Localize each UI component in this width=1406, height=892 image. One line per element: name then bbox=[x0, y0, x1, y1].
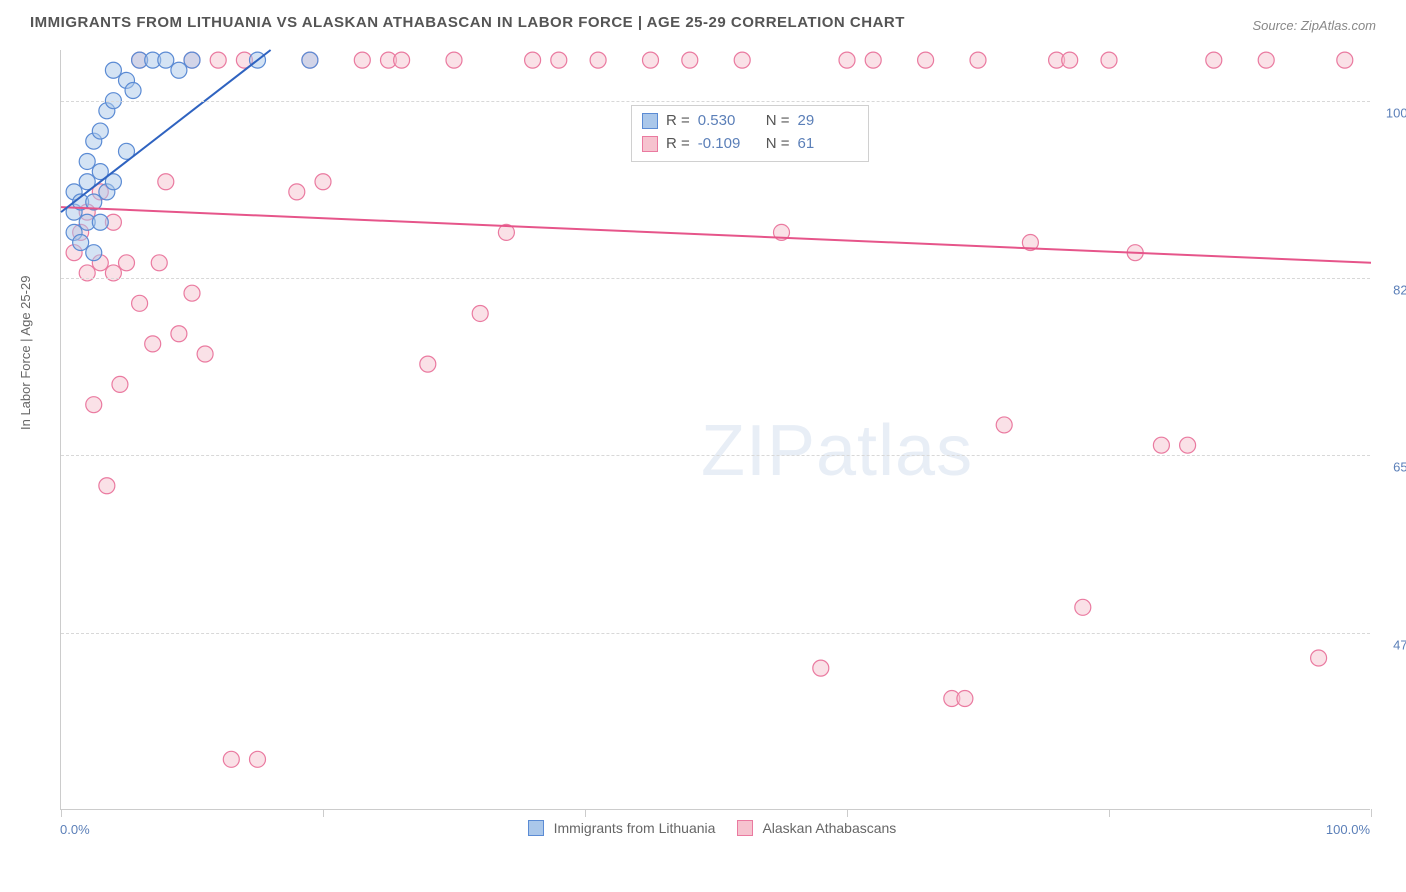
trend-line bbox=[61, 207, 1371, 263]
x-tick bbox=[1371, 809, 1372, 817]
chart-title: IMMIGRANTS FROM LITHUANIA VS ALASKAN ATH… bbox=[30, 14, 905, 31]
legend-n-value-blue: 29 bbox=[798, 110, 858, 133]
data-point bbox=[918, 52, 934, 68]
y-tick-label: 100.0% bbox=[1386, 105, 1406, 120]
data-point bbox=[1206, 52, 1222, 68]
legend-r-label: R = bbox=[666, 133, 690, 156]
data-point bbox=[119, 255, 135, 271]
x-tick bbox=[1109, 809, 1110, 817]
data-point bbox=[354, 52, 370, 68]
data-point bbox=[865, 52, 881, 68]
data-point bbox=[643, 52, 659, 68]
data-point bbox=[197, 346, 213, 362]
data-point bbox=[112, 376, 128, 392]
gridline bbox=[61, 101, 1370, 102]
legend-swatch-pink bbox=[642, 136, 658, 152]
data-point bbox=[734, 52, 750, 68]
data-point bbox=[1101, 52, 1117, 68]
data-point bbox=[996, 417, 1012, 433]
data-point bbox=[105, 62, 121, 78]
data-point bbox=[184, 285, 200, 301]
data-point bbox=[125, 83, 141, 99]
legend-n-value-pink: 61 bbox=[798, 133, 858, 156]
y-tick-label: 47.5% bbox=[1393, 637, 1406, 652]
data-point bbox=[394, 52, 410, 68]
watermark: ZIPatlas bbox=[701, 410, 973, 492]
legend-swatch-blue bbox=[642, 113, 658, 129]
legend-row-blue: R = 0.530 N = 29 bbox=[642, 110, 858, 133]
legend-row-pink: R = -0.109 N = 61 bbox=[642, 133, 858, 156]
data-point bbox=[1062, 52, 1078, 68]
data-point bbox=[158, 52, 174, 68]
legend-r-value-pink: -0.109 bbox=[698, 133, 758, 156]
data-point bbox=[210, 52, 226, 68]
data-point bbox=[184, 52, 200, 68]
data-point bbox=[132, 295, 148, 311]
data-point bbox=[1180, 437, 1196, 453]
data-point bbox=[223, 751, 239, 767]
legend-r-label: R = bbox=[666, 110, 690, 133]
plot-area: ZIPatlas R = 0.530 N = 29 R = -0.109 N =… bbox=[60, 50, 1370, 810]
gridline bbox=[61, 455, 1370, 456]
gridline bbox=[61, 278, 1370, 279]
data-point bbox=[250, 751, 266, 767]
legend-n-label: N = bbox=[766, 110, 790, 133]
legend-label: Alaskan Athabascans bbox=[762, 820, 896, 836]
data-point bbox=[1153, 437, 1169, 453]
data-point bbox=[171, 326, 187, 342]
data-point bbox=[446, 52, 462, 68]
data-point bbox=[171, 62, 187, 78]
legend-swatch-icon bbox=[528, 820, 544, 836]
data-point bbox=[158, 174, 174, 190]
data-point bbox=[682, 52, 698, 68]
data-point bbox=[86, 245, 102, 261]
data-point bbox=[73, 235, 89, 251]
data-point bbox=[472, 305, 488, 321]
correlation-legend: R = 0.530 N = 29 R = -0.109 N = 61 bbox=[631, 105, 869, 162]
x-tick bbox=[323, 809, 324, 817]
data-point bbox=[551, 52, 567, 68]
data-point bbox=[590, 52, 606, 68]
gridline bbox=[61, 633, 1370, 634]
data-point bbox=[1311, 650, 1327, 666]
legend-swatch-icon bbox=[737, 820, 753, 836]
data-point bbox=[525, 52, 541, 68]
data-point bbox=[145, 336, 161, 352]
data-point bbox=[92, 214, 108, 230]
data-point bbox=[79, 153, 95, 169]
y-axis-label: In Labor Force | Age 25-29 bbox=[18, 276, 33, 430]
y-tick-label: 82.5% bbox=[1393, 283, 1406, 298]
data-point bbox=[315, 174, 331, 190]
series-legend: Immigrants from Lithuania Alaskan Athaba… bbox=[0, 820, 1406, 836]
data-point bbox=[151, 255, 167, 271]
data-point bbox=[1258, 52, 1274, 68]
data-point bbox=[92, 123, 108, 139]
data-point bbox=[839, 52, 855, 68]
legend-r-value-blue: 0.530 bbox=[698, 110, 758, 133]
x-tick bbox=[585, 809, 586, 817]
data-point bbox=[289, 184, 305, 200]
data-point bbox=[99, 478, 115, 494]
x-tick bbox=[847, 809, 848, 817]
data-point bbox=[970, 52, 986, 68]
data-point bbox=[1075, 599, 1091, 615]
y-tick-label: 65.0% bbox=[1393, 460, 1406, 475]
data-point bbox=[957, 691, 973, 707]
source-attribution: Source: ZipAtlas.com bbox=[1252, 18, 1376, 33]
legend-label: Immigrants from Lithuania bbox=[554, 820, 716, 836]
data-point bbox=[302, 52, 318, 68]
data-point bbox=[1337, 52, 1353, 68]
legend-n-label: N = bbox=[766, 133, 790, 156]
data-point bbox=[420, 356, 436, 372]
data-point bbox=[813, 660, 829, 676]
x-tick bbox=[61, 809, 62, 817]
data-point bbox=[86, 397, 102, 413]
